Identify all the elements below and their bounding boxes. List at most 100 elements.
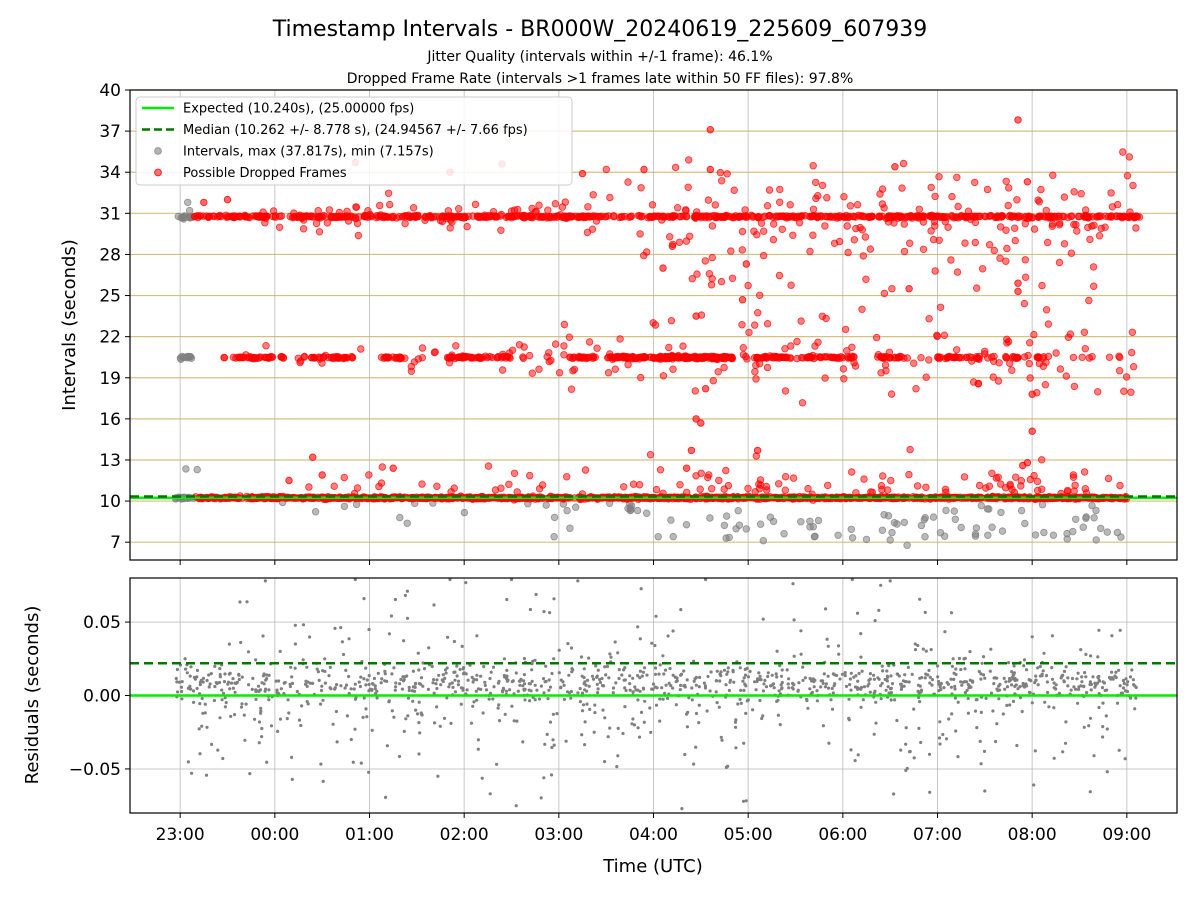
dropped-point xyxy=(210,212,218,221)
residual-point xyxy=(847,697,851,701)
residual-point xyxy=(1123,689,1127,693)
legend-dropped-swatch xyxy=(154,168,162,177)
residual-point xyxy=(362,696,366,700)
residual-point xyxy=(218,716,222,720)
dropped-point xyxy=(809,161,817,170)
residual-point xyxy=(389,614,393,618)
residual-point xyxy=(912,756,916,760)
dropped-point xyxy=(668,242,677,250)
residual-point xyxy=(918,684,922,688)
residual-point xyxy=(812,685,816,689)
residual-point xyxy=(367,682,371,687)
residual-point xyxy=(261,634,265,638)
residual-point xyxy=(278,717,283,721)
dropped-point xyxy=(1025,212,1034,221)
dropped-point xyxy=(1055,212,1063,220)
dropped-point xyxy=(910,359,918,367)
dropped-point xyxy=(510,469,519,477)
dropped-point xyxy=(666,233,674,241)
residual-point xyxy=(886,685,890,689)
dropped-point xyxy=(1107,189,1115,197)
residual-point xyxy=(791,582,795,586)
residual-point xyxy=(543,742,547,746)
residual-point xyxy=(503,675,507,679)
dropped-point xyxy=(1072,220,1080,229)
residual-point xyxy=(649,730,653,735)
dropped-point xyxy=(845,212,853,221)
residual-point xyxy=(617,668,621,672)
dropped-point xyxy=(1048,222,1056,230)
intervals-y-label: Intervals (seconds) xyxy=(59,239,80,411)
residual-point xyxy=(1114,670,1118,674)
residual-point xyxy=(290,675,294,679)
residual-point xyxy=(1050,677,1055,681)
residual-point xyxy=(772,686,776,690)
residual-point xyxy=(569,696,573,700)
dropped-point xyxy=(627,212,636,220)
dropped-point xyxy=(975,481,984,490)
residual-point xyxy=(605,664,610,669)
interval-point xyxy=(766,513,775,521)
dropped-point xyxy=(1089,282,1098,290)
interval-point xyxy=(706,514,714,522)
dropped-point xyxy=(682,207,690,215)
residual-point xyxy=(1070,676,1075,681)
residual-point xyxy=(335,740,339,744)
residual-point xyxy=(628,688,632,692)
residual-point xyxy=(748,669,752,674)
dropped-point xyxy=(535,365,543,373)
residual-point xyxy=(963,656,967,661)
dropped-point xyxy=(787,213,795,221)
dropped-point xyxy=(943,213,951,221)
residual-point xyxy=(1045,680,1049,684)
residual-point xyxy=(582,667,586,671)
residual-point xyxy=(254,688,258,692)
dropped-point xyxy=(1067,249,1076,257)
dropped-point xyxy=(763,320,772,328)
dropped-point xyxy=(519,353,527,361)
residual-point xyxy=(667,681,671,685)
residual-point xyxy=(1083,671,1087,675)
residual-point xyxy=(370,688,374,692)
dropped-point xyxy=(1080,328,1089,336)
residual-point xyxy=(927,752,932,756)
residual-point xyxy=(806,706,810,710)
dropped-point xyxy=(940,331,949,339)
residual-point xyxy=(671,673,675,677)
dropped-point xyxy=(1025,339,1034,347)
dropped-point xyxy=(738,321,746,329)
residual-point xyxy=(992,682,996,686)
residual-point xyxy=(580,691,585,695)
residual-point xyxy=(459,702,463,706)
residual-point xyxy=(417,752,421,756)
residual-point xyxy=(790,686,794,690)
residual-point xyxy=(638,689,642,693)
interval-point xyxy=(848,534,857,542)
dropped-point xyxy=(491,486,500,494)
residual-point xyxy=(237,673,241,677)
residual-point xyxy=(938,742,942,746)
residual-point xyxy=(742,676,746,680)
residual-point xyxy=(247,683,251,687)
residual-point xyxy=(602,684,606,688)
residual-point xyxy=(488,676,492,681)
residual-point xyxy=(1066,684,1070,688)
dropped-point xyxy=(751,321,759,329)
residual-point xyxy=(895,718,899,723)
residual-point xyxy=(397,754,402,759)
residual-point xyxy=(523,682,527,686)
residual-point xyxy=(254,697,258,702)
dropped-point xyxy=(497,210,506,219)
dropped-point xyxy=(606,350,614,358)
residual-point xyxy=(203,702,207,706)
dropped-point xyxy=(555,369,564,377)
residual-point xyxy=(803,676,808,680)
residual-point xyxy=(736,702,740,706)
interval-point xyxy=(720,521,729,530)
dropped-point xyxy=(681,352,690,360)
dropped-point xyxy=(665,343,673,352)
residual-point xyxy=(483,680,487,684)
residual-point xyxy=(989,647,993,651)
residual-point xyxy=(928,681,932,685)
residual-point xyxy=(651,682,656,686)
